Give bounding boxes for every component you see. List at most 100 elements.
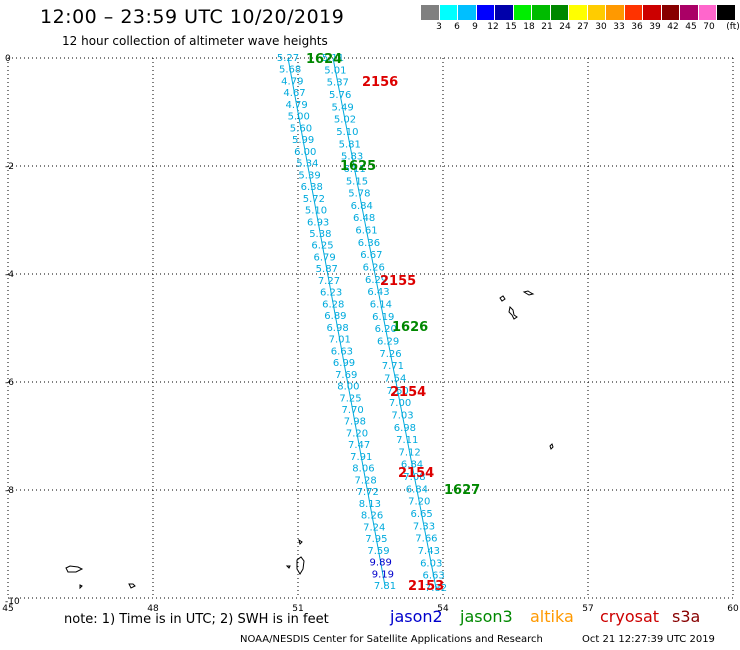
wave-height-value: 7.47: [348, 440, 370, 451]
wave-height-value: 6.93: [307, 217, 329, 228]
wave-height-value: 4.79: [285, 100, 307, 111]
pass-time-label: 1625: [340, 159, 376, 174]
wave-height-value: 6.14: [370, 300, 392, 311]
credit-text: NOAA/NESDIS Center for Satellite Applica…: [240, 634, 543, 645]
legend-jason3: jason3: [460, 607, 513, 626]
color-scale-label: 24: [559, 22, 571, 32]
units-note: note: 1) Time is in UTC; 2) SWH is in fe…: [64, 612, 329, 627]
wave-height-value: 6.36: [358, 238, 380, 249]
wave-height-value: 5.27: [277, 53, 299, 64]
satellite-track: [332, 57, 437, 589]
wave-height-value: 6.03: [420, 558, 442, 569]
color-swatch: [513, 5, 532, 20]
wave-height-value: 7.82: [425, 583, 447, 594]
wave-height-color-scale: [421, 5, 736, 21]
latitude-label: -10: [5, 597, 20, 607]
wave-height-value: 8.00: [337, 382, 359, 393]
color-swatch: [643, 5, 662, 20]
color-scale-label: 30: [595, 22, 607, 32]
wave-height-value: 5.60: [290, 123, 312, 134]
color-scale-label: 21: [541, 22, 553, 32]
color-swatch: [550, 5, 569, 20]
wave-height-value: 7.33: [413, 521, 435, 532]
wave-height-value: 7.43: [418, 546, 440, 557]
pass-time-label: 1627: [444, 483, 480, 498]
color-swatch: [458, 5, 477, 20]
legend-s3a: s3a: [672, 607, 701, 626]
wave-height-value: 7.98: [344, 417, 366, 428]
wave-height-value: 7.24: [363, 522, 385, 533]
latitude-label: -4: [5, 270, 14, 280]
wave-height-value: 7.01: [329, 335, 351, 346]
wave-height-value: 6.89: [324, 311, 346, 322]
color-scale-label: 33: [613, 22, 625, 32]
wave-height-value: 6.61: [355, 226, 377, 237]
color-swatch: [606, 5, 625, 20]
longitude-label: 60: [727, 604, 739, 614]
color-scale-label: 9: [472, 22, 478, 32]
wave-height-value: 7.08: [403, 472, 425, 483]
wave-height-value: 5.15: [346, 176, 368, 187]
wave-height-value: 5.81: [339, 139, 361, 150]
wave-height-value: 9.89: [370, 558, 392, 569]
color-swatch: [476, 5, 495, 20]
wave-height-value: 6.98: [326, 323, 348, 334]
latitude-label: -6: [5, 378, 14, 388]
wave-height-value: 7.50: [387, 386, 409, 397]
color-scale-label: 45: [685, 22, 697, 32]
wave-height-value: 4.79: [281, 76, 303, 87]
pass-time-label: 2153: [408, 579, 444, 594]
pass-time-label: 2154: [390, 385, 426, 400]
color-scale-label: 6: [454, 22, 460, 32]
pass-time-label: 1626: [392, 320, 428, 335]
legend-jason2: jason2: [390, 607, 443, 626]
color-scale-label: 15: [505, 22, 517, 32]
pass-time-label: 2154: [398, 466, 434, 481]
longitude-label: 57: [582, 604, 593, 614]
wave-height-value: 5.11: [322, 53, 344, 64]
color-swatch: [587, 5, 606, 20]
wave-height-value: 6.48: [353, 213, 375, 224]
wave-height-value: 5.10: [305, 206, 327, 217]
legend-altika: altika: [530, 607, 574, 626]
pass-time-label: 2155: [380, 274, 416, 289]
color-scale-label: 12: [487, 22, 499, 32]
wave-height-value: 7.25: [339, 393, 361, 404]
wave-height-value: 8.13: [359, 499, 381, 510]
wave-height-value: 5.99: [292, 135, 314, 146]
island-outline: [298, 538, 303, 545]
color-scale-label: 42: [667, 22, 679, 32]
wave-height-value: 7.91: [350, 452, 372, 463]
wave-height-value: 5.72: [303, 194, 325, 205]
wave-height-value: 6.99: [333, 358, 355, 369]
wave-height-value: 5.34: [296, 159, 318, 170]
wave-height-value: 5.39: [298, 170, 320, 181]
wave-height-value: 7.27: [318, 276, 340, 287]
wave-height-value: 4.67: [283, 88, 305, 99]
wave-height-value: 8.06: [352, 464, 374, 475]
wave-height-value: 5.01: [324, 65, 346, 76]
wave-height-value: 7.11: [396, 435, 418, 446]
wave-height-value: 5.87: [316, 264, 338, 275]
color-scale-label: 3: [436, 22, 442, 32]
wave-height-value: 6.65: [410, 509, 432, 520]
wave-height-value: 5.76: [329, 90, 351, 101]
color-swatch: [717, 5, 736, 20]
wave-height-value: 7.26: [379, 349, 401, 360]
wave-height-value: 5.38: [309, 229, 331, 240]
wave-height-value: 7.72: [357, 487, 379, 498]
latitude-label: -8: [5, 486, 14, 496]
color-swatch: [661, 5, 680, 20]
map-title: 12:00 – 23:59 UTC 10/20/2019: [40, 6, 345, 28]
color-scale-label: 18: [523, 22, 535, 32]
wave-height-value: 5.02: [334, 115, 356, 126]
wave-height-value: 7.69: [335, 370, 357, 381]
wave-height-value: 7.54: [384, 373, 406, 384]
wave-height-value: 6.26: [363, 263, 385, 274]
wave-height-value: 6.63: [422, 571, 444, 582]
wave-height-value: 6.38: [301, 182, 323, 193]
wave-height-value: 5.00: [288, 112, 310, 123]
wave-height-value: 6.84: [401, 460, 423, 471]
